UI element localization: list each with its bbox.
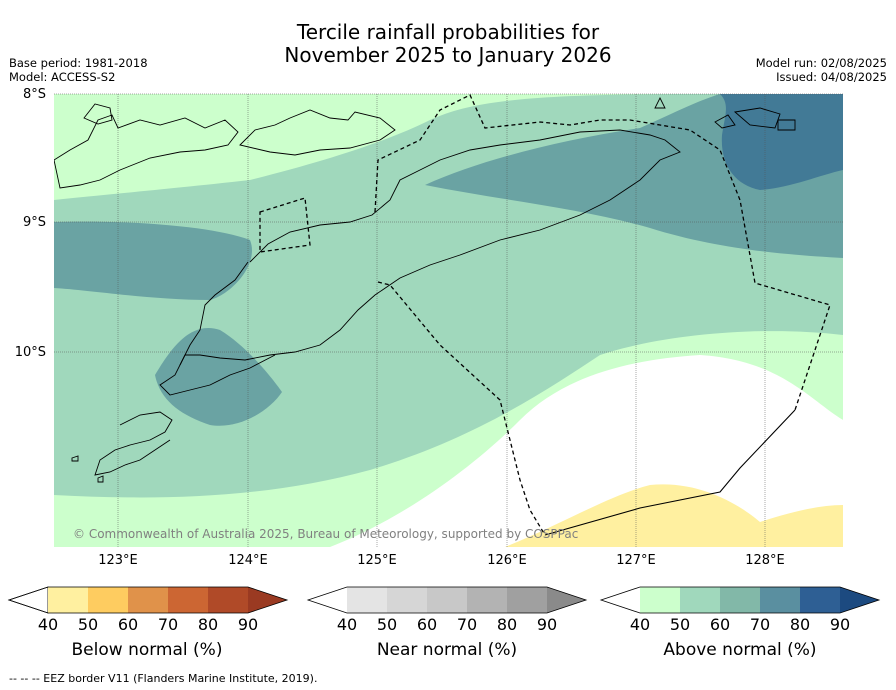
above-normal-colorbar bbox=[599, 586, 881, 614]
eez-legend-note: -- -- -- EEZ border V11 (Flanders Marine… bbox=[9, 672, 318, 685]
cb3-tick: 70 bbox=[749, 615, 771, 634]
base-period: Base period: 1981-2018 bbox=[9, 56, 148, 70]
lon-label-124e: 124°E bbox=[228, 553, 268, 568]
issued-date: Issued: 04/08/2025 bbox=[776, 70, 887, 84]
boundary-line bbox=[544, 409, 796, 536]
cb1-tick: 80 bbox=[197, 615, 219, 634]
cb3-tick: 90 bbox=[829, 615, 851, 634]
model-name: Model: ACCESS-S2 bbox=[9, 70, 116, 84]
cb1-tick: 70 bbox=[157, 615, 179, 634]
cb1-tick: 60 bbox=[117, 615, 139, 634]
lon-label-128e: 128°E bbox=[745, 553, 785, 568]
below-normal-colorbar bbox=[7, 586, 289, 614]
lat-label-10s: 10°S bbox=[14, 345, 46, 360]
cb2-tick: 60 bbox=[416, 615, 438, 634]
cb1-tick: 90 bbox=[237, 615, 259, 634]
cb2-tick: 90 bbox=[536, 615, 558, 634]
map-title-line2: November 2025 to January 2026 bbox=[284, 43, 612, 67]
coastlines bbox=[54, 96, 796, 483]
cb2-tick: 70 bbox=[456, 615, 478, 634]
cb3-tick: 50 bbox=[669, 615, 691, 634]
above-normal-title: Above normal (%) bbox=[663, 640, 817, 660]
cb3-tick: 40 bbox=[629, 615, 651, 634]
lon-label-123e: 123°E bbox=[98, 553, 138, 568]
cb1-tick: 50 bbox=[77, 615, 99, 634]
cb3-tick: 60 bbox=[709, 615, 731, 634]
lon-label-127e: 127°E bbox=[616, 553, 656, 568]
lon-label-126e: 126°E bbox=[487, 553, 527, 568]
cb3-tick: 80 bbox=[789, 615, 811, 634]
model-run: Model run: 02/08/2025 bbox=[755, 56, 887, 70]
near-normal-title: Near normal (%) bbox=[376, 640, 518, 660]
lat-label-9s: 9°S bbox=[22, 215, 46, 230]
cb2-tick: 50 bbox=[376, 615, 398, 634]
cb1-tick: 40 bbox=[37, 615, 59, 634]
eez-border bbox=[259, 94, 831, 536]
copyright-notice: © Commonwealth of Australia 2025, Bureau… bbox=[73, 527, 579, 541]
cb2-tick: 80 bbox=[496, 615, 518, 634]
lat-label-8s: 8°S bbox=[22, 87, 46, 102]
cb2-tick: 40 bbox=[336, 615, 358, 634]
map-title-line1: Tercile rainfall probabilities for bbox=[296, 20, 600, 44]
below-normal-title: Below normal (%) bbox=[71, 640, 223, 660]
lon-label-125e: 125°E bbox=[357, 553, 397, 568]
probability-shading bbox=[54, 94, 843, 547]
near-normal-colorbar bbox=[306, 586, 588, 614]
